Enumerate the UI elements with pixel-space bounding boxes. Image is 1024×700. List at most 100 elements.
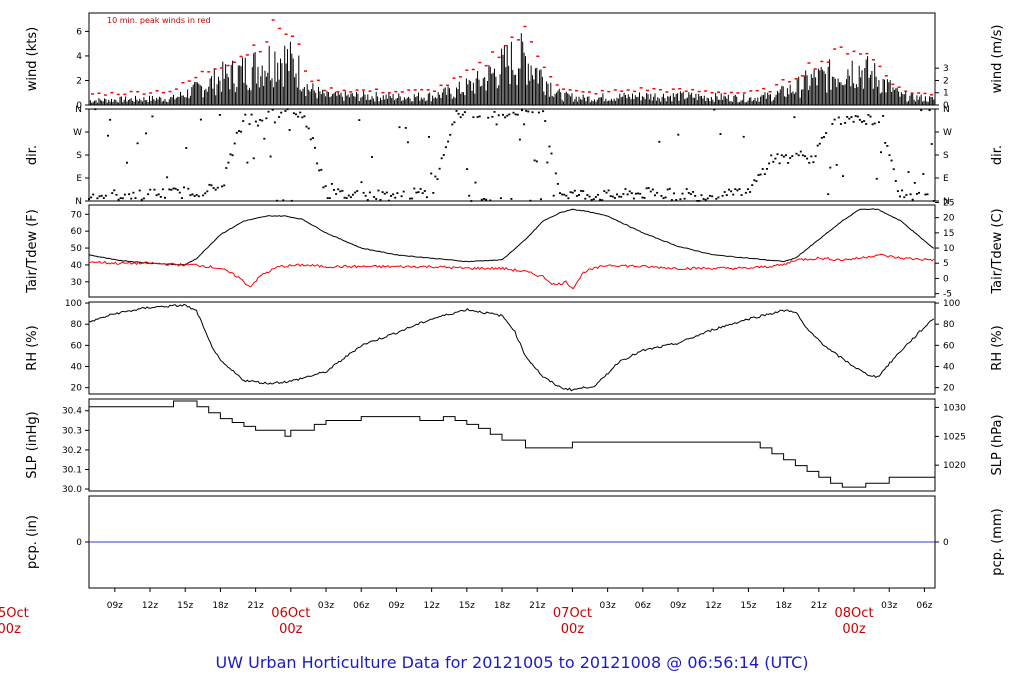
direction-point	[926, 193, 929, 196]
temp-left-tick-label: 60	[71, 227, 83, 237]
pcp-ylabel-left: pcp. (in)	[25, 515, 40, 569]
gust-point	[846, 53, 850, 55]
direction-point	[449, 133, 452, 136]
gust-point	[768, 91, 772, 93]
direction-point	[138, 189, 141, 192]
direction-point	[639, 192, 642, 195]
gust-point	[142, 93, 146, 95]
gust-point	[678, 88, 682, 90]
direction-point	[233, 142, 236, 145]
x-axis: 09z 12z 15z 18z 21z 03z 06z 09z 12z 15z 18z 21z 03z 0…	[0, 588, 933, 637]
direction-point	[343, 196, 346, 199]
direction-point	[504, 116, 507, 119]
direction-point	[411, 197, 414, 200]
direction-point	[542, 110, 545, 113]
gust-point	[471, 68, 475, 71]
direction-point	[142, 197, 145, 200]
direction-point	[622, 193, 625, 195]
direction-point	[795, 152, 798, 155]
direction-point	[863, 120, 866, 122]
direction-point	[586, 194, 589, 196]
direction-point	[740, 194, 743, 196]
direction-point	[499, 197, 502, 200]
direction-point	[717, 196, 720, 199]
direction-point	[692, 191, 695, 193]
direction-point	[284, 110, 287, 112]
direction-point	[611, 195, 614, 198]
x-day-label: 05Oct	[0, 606, 29, 621]
rh-left-tick-label: 100	[65, 299, 82, 309]
direction-point	[677, 133, 680, 136]
tair-line	[88, 208, 935, 266]
temp-right-tick-label: 0	[943, 274, 949, 284]
tdew-line	[88, 253, 935, 290]
gust-point	[458, 76, 462, 78]
direction-point	[618, 195, 621, 198]
temp-frame	[88, 204, 936, 298]
direction-point	[518, 138, 521, 141]
direction-point	[831, 123, 834, 125]
x-tick-label: 03z	[600, 601, 616, 611]
gust-point	[684, 90, 688, 92]
gust-point	[497, 56, 501, 59]
direction-point	[687, 192, 690, 194]
direction-point	[856, 115, 859, 118]
direction-point	[535, 160, 538, 163]
gust-point	[755, 89, 759, 92]
direction-point	[594, 196, 597, 198]
gust-point	[491, 51, 495, 53]
direction-point	[328, 197, 331, 199]
gust-point	[891, 83, 895, 86]
direction-point	[288, 129, 291, 131]
x-day-hour-label: 00z	[279, 622, 303, 637]
direction-point	[628, 190, 631, 193]
direction-point	[489, 199, 492, 202]
x-day-hour-label: 00z	[0, 622, 21, 637]
rh-left-tick-label: 40	[71, 363, 83, 373]
direction-point	[909, 193, 912, 196]
wind-series-wind	[88, 33, 935, 105]
direction-point	[398, 126, 401, 129]
wind-left-tick-label: 0	[76, 101, 82, 111]
direction-point	[529, 199, 532, 202]
direction-point	[630, 192, 633, 194]
gust-point	[420, 88, 424, 91]
direction-point	[523, 123, 526, 126]
gust-point	[291, 35, 295, 37]
direction-point	[457, 112, 460, 115]
direction-point	[463, 111, 466, 113]
direction-point	[161, 188, 164, 191]
direction-point	[537, 111, 540, 114]
gust-point	[633, 90, 637, 93]
direction-point	[861, 121, 863, 123]
rh-ylabel-left: RH (%)	[25, 325, 40, 370]
direction-point	[123, 193, 126, 196]
gust-point	[917, 92, 921, 94]
gust-point	[394, 90, 398, 93]
x-tick-label: 03z	[318, 601, 334, 611]
direction-point	[869, 115, 872, 118]
direction-point	[197, 195, 200, 198]
direction-point	[206, 190, 209, 193]
gust-point	[349, 91, 353, 93]
direction-point	[865, 123, 868, 125]
direction-point	[704, 198, 707, 201]
direction-point	[248, 123, 251, 125]
gust-point	[194, 76, 198, 79]
direction-point	[278, 116, 281, 118]
gust-point	[723, 92, 727, 95]
gust-point	[510, 36, 514, 38]
direction-point	[685, 188, 688, 190]
direction-point	[668, 187, 671, 190]
gust-point	[542, 66, 546, 69]
gust-point	[407, 89, 411, 91]
direction-point	[626, 193, 629, 196]
direction-point	[102, 197, 105, 199]
direction-point	[225, 167, 228, 169]
direction-point	[747, 188, 749, 191]
direction-point	[550, 152, 553, 155]
slp-series-slp	[89, 400, 935, 488]
direction-point	[324, 185, 327, 188]
direction-point	[326, 197, 329, 199]
direction-point	[728, 188, 730, 191]
